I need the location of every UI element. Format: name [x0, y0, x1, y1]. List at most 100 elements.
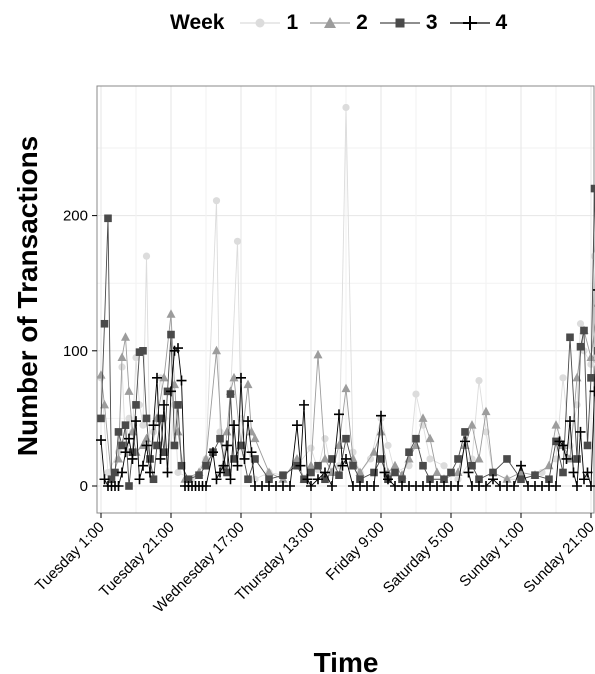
data-point [230, 455, 238, 463]
data-point [579, 474, 589, 485]
data-point [215, 467, 225, 478]
data-point [232, 460, 243, 471]
data-point [251, 475, 259, 483]
data-point [160, 448, 168, 456]
data-point [306, 481, 316, 491]
data-point [173, 426, 183, 436]
data-point [306, 460, 316, 470]
data-point [468, 461, 476, 470]
data-point [481, 406, 491, 416]
triangle-marker-icon [310, 17, 351, 28]
data-point [222, 440, 232, 451]
data-point [251, 455, 259, 463]
data-point [517, 475, 525, 484]
data-point [216, 428, 224, 436]
data-point [107, 475, 116, 484]
data-point [489, 468, 497, 477]
data-point [127, 453, 138, 464]
data-point [502, 474, 512, 483]
data-point [568, 467, 579, 478]
data-point [328, 455, 336, 463]
data-point [229, 372, 239, 382]
data-point [590, 184, 595, 193]
data-point [583, 441, 592, 450]
data-point [545, 475, 553, 484]
data-point [118, 441, 126, 450]
data-point [376, 410, 386, 421]
data-point [264, 467, 274, 476]
data-point [184, 475, 193, 484]
data-point [156, 414, 165, 423]
data-point [166, 386, 176, 397]
data-point [369, 481, 379, 491]
legend: Week 1 2 3 4 [170, 6, 517, 40]
data-point [97, 414, 105, 423]
data-point [447, 468, 455, 477]
y-tick-label: 200 [63, 208, 88, 225]
data-point [211, 474, 222, 485]
data-point [292, 420, 302, 431]
data-point [139, 421, 147, 429]
data-point [117, 352, 127, 362]
data-point [582, 467, 593, 478]
data-point [243, 416, 253, 427]
data-point [390, 460, 400, 470]
data-point [481, 481, 491, 491]
data-point [418, 413, 428, 422]
legend-label: 1 [286, 11, 299, 34]
data-point [334, 409, 344, 420]
data-point [138, 460, 148, 471]
data-point [229, 420, 239, 431]
legend-title: Week [170, 11, 225, 34]
legend-label: 4 [495, 11, 508, 34]
data-point [201, 481, 211, 491]
data-point [313, 474, 323, 485]
data-point [377, 455, 385, 463]
data-point [100, 319, 109, 328]
data-point [173, 343, 183, 354]
data-point [141, 440, 152, 451]
data-point [223, 468, 231, 477]
data-point [159, 372, 169, 382]
data-point [426, 475, 434, 484]
data-point [587, 374, 595, 382]
data-point [461, 428, 469, 436]
x-tick-label: Sunday 1:00 [456, 519, 528, 591]
data-point [131, 416, 141, 427]
data-point [551, 481, 561, 491]
data-point [320, 453, 330, 463]
data-point [572, 372, 582, 382]
data-point [516, 460, 526, 471]
data-point [307, 444, 315, 452]
data-point [538, 468, 546, 477]
data-point [559, 374, 567, 382]
data-point [348, 453, 358, 463]
data-point [341, 383, 351, 393]
data-point [349, 461, 357, 470]
data-point [398, 475, 406, 484]
data-point [174, 401, 182, 409]
data-point [467, 420, 477, 429]
data-point [216, 434, 224, 443]
data-point [341, 453, 351, 464]
data-point [337, 460, 348, 471]
data-point [307, 468, 315, 477]
data-point [566, 333, 574, 342]
series-layer [96, 103, 595, 491]
data-point [426, 455, 434, 463]
data-point [561, 453, 572, 464]
data-point [96, 370, 106, 379]
y-axis: 0 100 200 [63, 208, 97, 495]
data-point [177, 461, 186, 470]
data-point [208, 447, 218, 458]
data-point [202, 461, 210, 470]
data-point [313, 349, 323, 359]
y-tick-label: 0 [80, 478, 88, 495]
data-point [454, 455, 462, 463]
data-point [148, 420, 159, 431]
data-point [295, 460, 306, 471]
data-point [149, 475, 158, 484]
data-point [576, 320, 585, 328]
square-marker-icon [379, 18, 420, 28]
